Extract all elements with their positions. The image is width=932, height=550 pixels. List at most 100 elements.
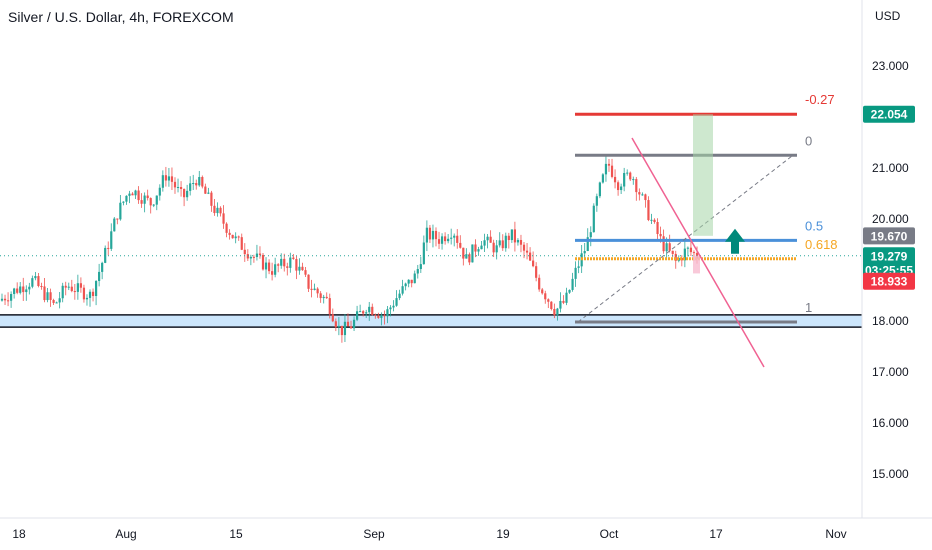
candle-body (377, 315, 380, 318)
candle-body (410, 279, 413, 284)
candle-body (249, 256, 252, 259)
candle-body (462, 247, 465, 259)
candle-body (483, 240, 486, 246)
candle-body (304, 270, 307, 275)
candle-body (186, 190, 189, 198)
candle-body (392, 305, 395, 308)
candle-body (352, 319, 356, 329)
candle-body (386, 309, 389, 317)
candle-body (513, 229, 517, 243)
candle-body (522, 244, 526, 251)
candle-body (189, 183, 192, 191)
candle-body (125, 195, 128, 202)
candle-body (498, 240, 501, 246)
candle-body (228, 232, 231, 235)
candle-body (67, 286, 70, 288)
candle-body (638, 192, 641, 195)
candle-body (550, 301, 553, 309)
candle-body (519, 239, 523, 245)
candle-body (544, 293, 547, 300)
candle-body (88, 291, 92, 298)
candle-body (610, 165, 614, 177)
candle-body (289, 257, 292, 268)
candle-body (447, 238, 450, 242)
x-tick-label: 18 (12, 527, 26, 541)
candle-body (650, 219, 653, 221)
y-tick-label: 18.000 (872, 314, 909, 328)
candle-body (49, 292, 52, 300)
candle-body (137, 190, 140, 201)
candle-body (252, 256, 255, 258)
candle-body (322, 296, 325, 299)
candle-body (632, 179, 635, 181)
candle-body (258, 253, 262, 255)
candle-body (686, 247, 689, 249)
candle-body (425, 227, 428, 243)
candle-body (459, 242, 462, 248)
candle-body (374, 314, 377, 316)
candle-body (222, 213, 225, 224)
candle-body (541, 289, 544, 294)
candle-body (134, 190, 137, 196)
candle-body (349, 326, 353, 329)
x-tick-label: Sep (363, 527, 385, 541)
candle-body (52, 299, 55, 303)
candle-body (395, 298, 398, 306)
candle-body (404, 283, 407, 287)
fib-level-label: 0 (805, 133, 812, 148)
candle-body (274, 264, 277, 275)
descending-trendline (631, 137, 765, 368)
candle-body (140, 200, 143, 204)
candle-body (216, 207, 219, 214)
candle-body (574, 267, 577, 279)
candle-body (213, 205, 216, 214)
candle-body (368, 306, 371, 313)
candle-body (629, 172, 632, 180)
candle-body (179, 186, 183, 190)
candle-body (371, 306, 374, 315)
candle-body (119, 202, 122, 220)
y-tick-label: 21.000 (872, 161, 909, 175)
candle-body (586, 237, 589, 252)
candle-body (98, 271, 101, 281)
candle-body (495, 245, 498, 253)
x-tick-label: 19 (496, 527, 510, 541)
candle-body (444, 236, 447, 242)
candle-body (313, 288, 316, 290)
candle-body (61, 285, 64, 299)
candle-body (173, 181, 177, 188)
candle-body (507, 235, 510, 241)
candle-body (40, 286, 43, 288)
candle-body (431, 230, 435, 240)
candle-body (271, 271, 274, 275)
candle-body (113, 218, 116, 232)
candle-body (559, 300, 562, 309)
x-tick-label: 15 (229, 527, 243, 541)
target-box (693, 114, 713, 236)
x-tick-label: Nov (825, 527, 846, 541)
candle-body (416, 269, 419, 274)
candle-body (492, 242, 495, 253)
candle-body (16, 288, 19, 293)
candle-body (465, 254, 468, 259)
candle-body (401, 286, 404, 294)
candle-body (413, 273, 416, 284)
candle-body (692, 252, 696, 254)
y-tick-label: 15.000 (872, 467, 909, 481)
candle-body (264, 262, 268, 270)
candle-body (535, 266, 538, 278)
candle-body (635, 179, 638, 193)
candle-body (240, 237, 243, 250)
candle-body (152, 204, 155, 206)
candle-body (101, 262, 104, 272)
candle-body (295, 259, 298, 271)
drawings-layer: -0.27 0 0.5 0.618 1 (0, 92, 862, 368)
fib-level-label: 0.5 (805, 218, 823, 233)
fib-trend-line (577, 154, 794, 323)
candle-body (577, 266, 580, 268)
candle-body (261, 254, 265, 270)
candle-body (613, 176, 617, 183)
candle-body (407, 279, 410, 284)
candles-layer (0, 156, 699, 343)
